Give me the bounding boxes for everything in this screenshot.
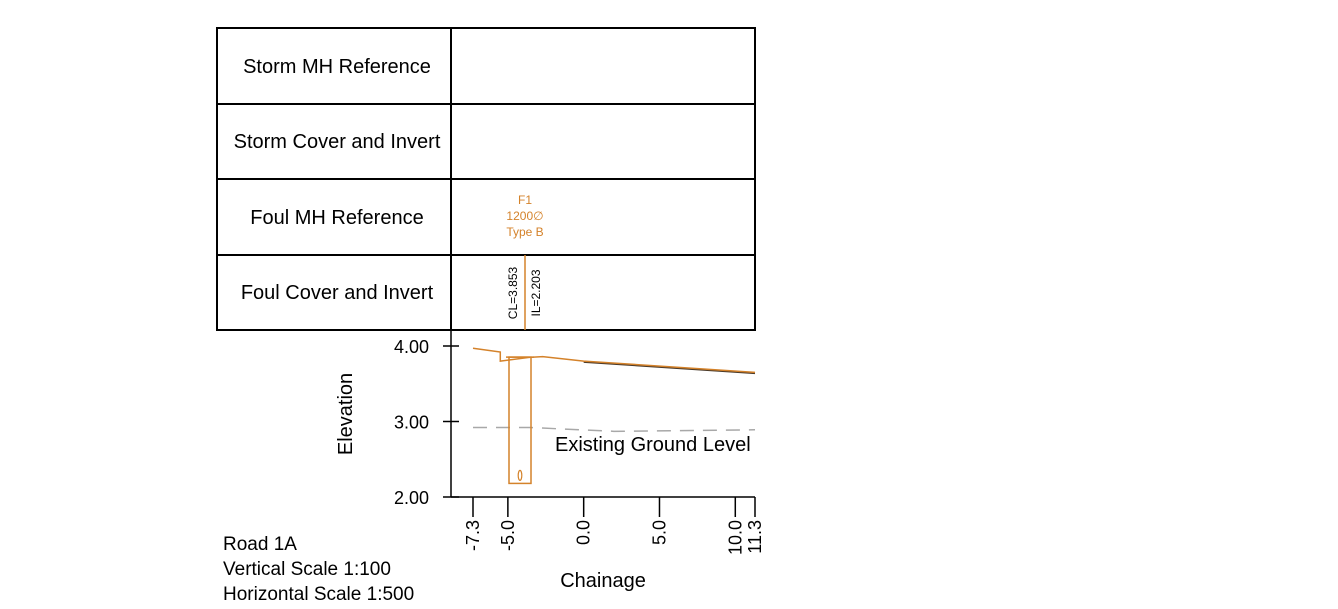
chart-axes: [450, 330, 755, 498]
x-axis-label: Chainage: [560, 570, 646, 592]
pipe-invert-marker: [517, 469, 523, 482]
x-axis-ticks: -7.3 -5.0 0.0 5.0 10.0 11.3: [463, 497, 765, 555]
table-row-label-storm-cover-invert: Storm Cover and Invert: [234, 131, 441, 153]
schedule-table: [216, 27, 756, 331]
horizontal-scale: Horizontal Scale 1:500: [223, 584, 414, 605]
y-tick-label: 4.00: [394, 337, 429, 357]
table-row-label-storm-mh-reference: Storm MH Reference: [243, 56, 431, 78]
x-tick-label: 5.0: [649, 520, 669, 545]
table-row-label-foul-cover-invert: Foul Cover and Invert: [241, 282, 434, 304]
manhole-size: 1200∅: [506, 209, 543, 223]
table-row-label-foul-mh-reference: Foul MH Reference: [250, 207, 423, 229]
y-axis-ticks: 4.00 3.00 2.00: [394, 337, 459, 508]
manhole-shaft: [506, 356, 534, 485]
road-name: Road 1A: [223, 534, 297, 555]
manhole-reference: F1: [518, 193, 532, 207]
x-tick-label: 10.0: [725, 520, 745, 555]
x-tick-label: -7.3: [463, 520, 483, 551]
existing-ground-level-label: Existing Ground Level: [555, 434, 751, 456]
manhole-type: Type B: [506, 225, 543, 239]
foul-level-series-line: [472, 347, 756, 374]
x-tick-label: 0.0: [574, 520, 594, 545]
y-tick-label: 3.00: [394, 413, 429, 433]
manhole-cover-level-label: CL=3.853: [506, 266, 520, 319]
chart-series: [472, 347, 756, 433]
design-surface-edge-line: [583, 361, 756, 375]
manhole-shaft-outline: [508, 356, 532, 485]
existing-ground-level-line: [473, 426, 756, 433]
y-tick-label: 2.00: [394, 488, 429, 508]
x-tick-label: 11.3: [745, 520, 765, 554]
x-tick-label: -5.0: [498, 520, 518, 551]
manhole-invert-level-label: IL=2.203: [529, 269, 543, 316]
y-axis-label: Elevation: [335, 373, 357, 455]
vertical-scale: Vertical Scale 1:100: [223, 559, 391, 580]
